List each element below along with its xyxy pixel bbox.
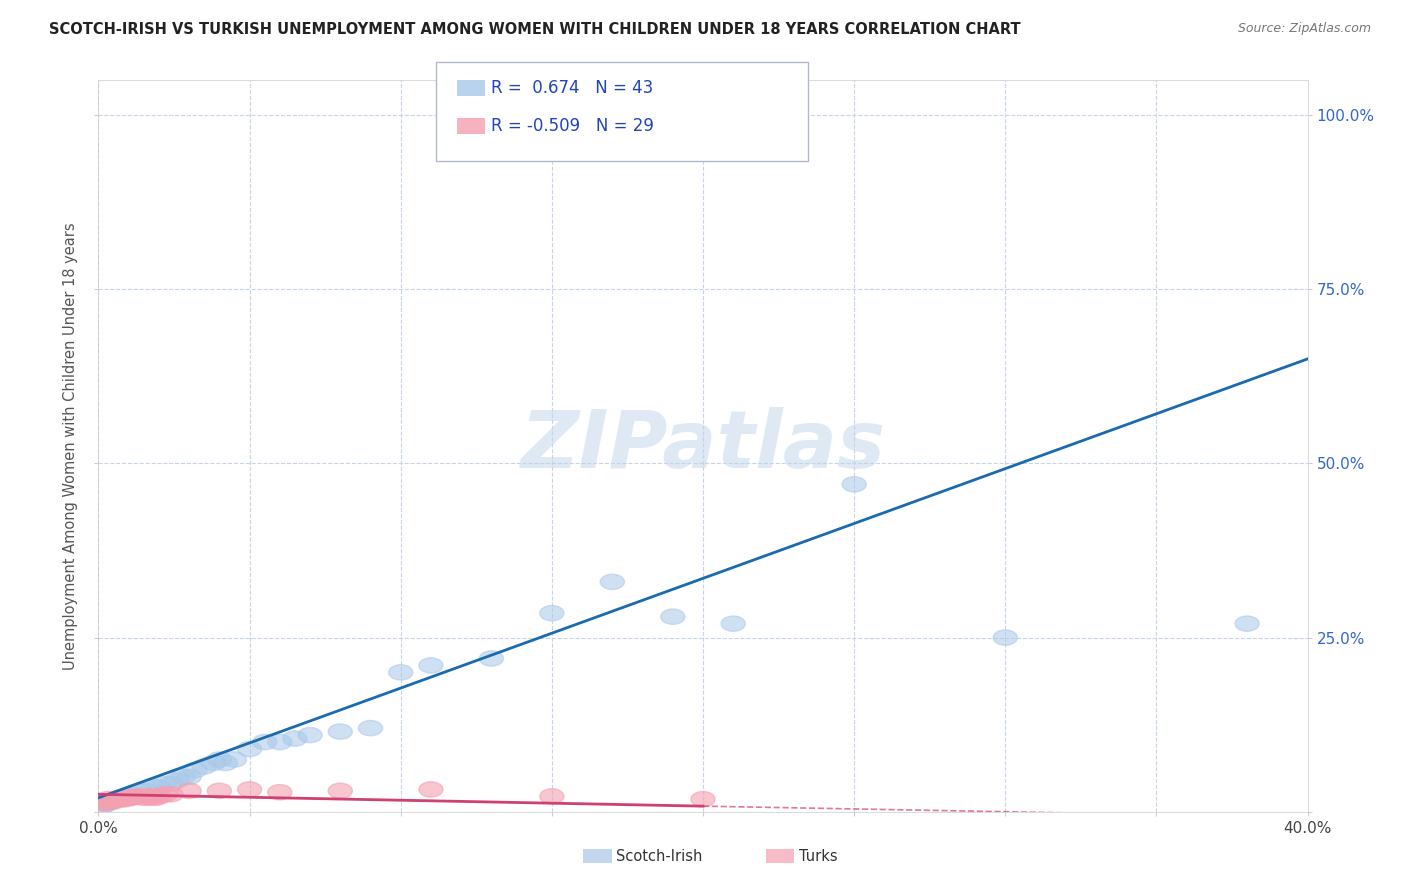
Ellipse shape	[117, 789, 141, 804]
Ellipse shape	[132, 790, 156, 805]
Ellipse shape	[193, 759, 217, 774]
Ellipse shape	[93, 797, 117, 813]
Ellipse shape	[135, 789, 159, 804]
Ellipse shape	[661, 609, 685, 624]
Text: Source: ZipAtlas.com: Source: ZipAtlas.com	[1237, 22, 1371, 36]
Y-axis label: Unemployment Among Women with Children Under 18 years: Unemployment Among Women with Children U…	[63, 222, 79, 670]
Ellipse shape	[479, 651, 503, 666]
Ellipse shape	[298, 728, 322, 743]
Ellipse shape	[419, 781, 443, 797]
Ellipse shape	[90, 798, 114, 814]
Ellipse shape	[104, 791, 129, 807]
Ellipse shape	[267, 734, 292, 749]
Ellipse shape	[111, 791, 135, 807]
Ellipse shape	[146, 780, 172, 795]
Ellipse shape	[419, 657, 443, 673]
Ellipse shape	[328, 724, 353, 739]
Ellipse shape	[359, 721, 382, 736]
Ellipse shape	[104, 791, 129, 807]
Ellipse shape	[721, 616, 745, 632]
Ellipse shape	[125, 789, 150, 804]
Text: ZIPatlas: ZIPatlas	[520, 407, 886, 485]
Ellipse shape	[120, 790, 143, 805]
Ellipse shape	[96, 791, 120, 807]
Ellipse shape	[153, 787, 177, 802]
Ellipse shape	[117, 790, 141, 805]
Ellipse shape	[96, 796, 120, 811]
Ellipse shape	[183, 763, 207, 778]
Ellipse shape	[1234, 616, 1260, 632]
Ellipse shape	[135, 783, 159, 798]
Ellipse shape	[328, 783, 353, 798]
Ellipse shape	[159, 787, 183, 802]
Ellipse shape	[93, 796, 117, 811]
Ellipse shape	[143, 790, 167, 805]
Text: SCOTCH-IRISH VS TURKISH UNEMPLOYMENT AMONG WOMEN WITH CHILDREN UNDER 18 YEARS CO: SCOTCH-IRISH VS TURKISH UNEMPLOYMENT AMO…	[49, 22, 1021, 37]
Ellipse shape	[114, 790, 138, 805]
Ellipse shape	[98, 794, 122, 809]
Ellipse shape	[138, 790, 162, 805]
Ellipse shape	[600, 574, 624, 590]
Ellipse shape	[111, 790, 135, 805]
Ellipse shape	[222, 752, 246, 767]
Ellipse shape	[388, 665, 413, 680]
Ellipse shape	[238, 741, 262, 756]
Ellipse shape	[90, 794, 114, 809]
Ellipse shape	[177, 769, 201, 785]
Ellipse shape	[253, 734, 277, 749]
Ellipse shape	[267, 785, 292, 800]
Ellipse shape	[283, 731, 307, 747]
Ellipse shape	[101, 794, 125, 809]
Ellipse shape	[114, 791, 138, 807]
Ellipse shape	[141, 789, 165, 804]
Ellipse shape	[540, 789, 564, 804]
Ellipse shape	[690, 791, 716, 807]
Ellipse shape	[101, 794, 125, 809]
Ellipse shape	[146, 789, 172, 804]
Ellipse shape	[207, 783, 232, 798]
Ellipse shape	[993, 630, 1018, 645]
Ellipse shape	[214, 756, 238, 771]
Ellipse shape	[207, 752, 232, 767]
Ellipse shape	[842, 476, 866, 492]
Ellipse shape	[177, 783, 201, 798]
Ellipse shape	[107, 791, 132, 807]
Ellipse shape	[98, 794, 122, 809]
Ellipse shape	[107, 790, 132, 805]
Ellipse shape	[165, 772, 190, 788]
Ellipse shape	[129, 783, 153, 798]
Ellipse shape	[122, 787, 146, 802]
Ellipse shape	[238, 781, 262, 797]
Ellipse shape	[540, 606, 564, 621]
Ellipse shape	[172, 769, 195, 785]
Text: R = -0.509   N = 29: R = -0.509 N = 29	[491, 117, 654, 135]
Text: Turks: Turks	[799, 849, 837, 863]
Ellipse shape	[201, 756, 225, 771]
Ellipse shape	[159, 776, 183, 791]
Ellipse shape	[153, 776, 177, 791]
Text: Scotch-Irish: Scotch-Irish	[616, 849, 702, 863]
Ellipse shape	[122, 789, 146, 804]
Ellipse shape	[141, 780, 165, 795]
Text: R =  0.674   N = 43: R = 0.674 N = 43	[491, 79, 652, 97]
